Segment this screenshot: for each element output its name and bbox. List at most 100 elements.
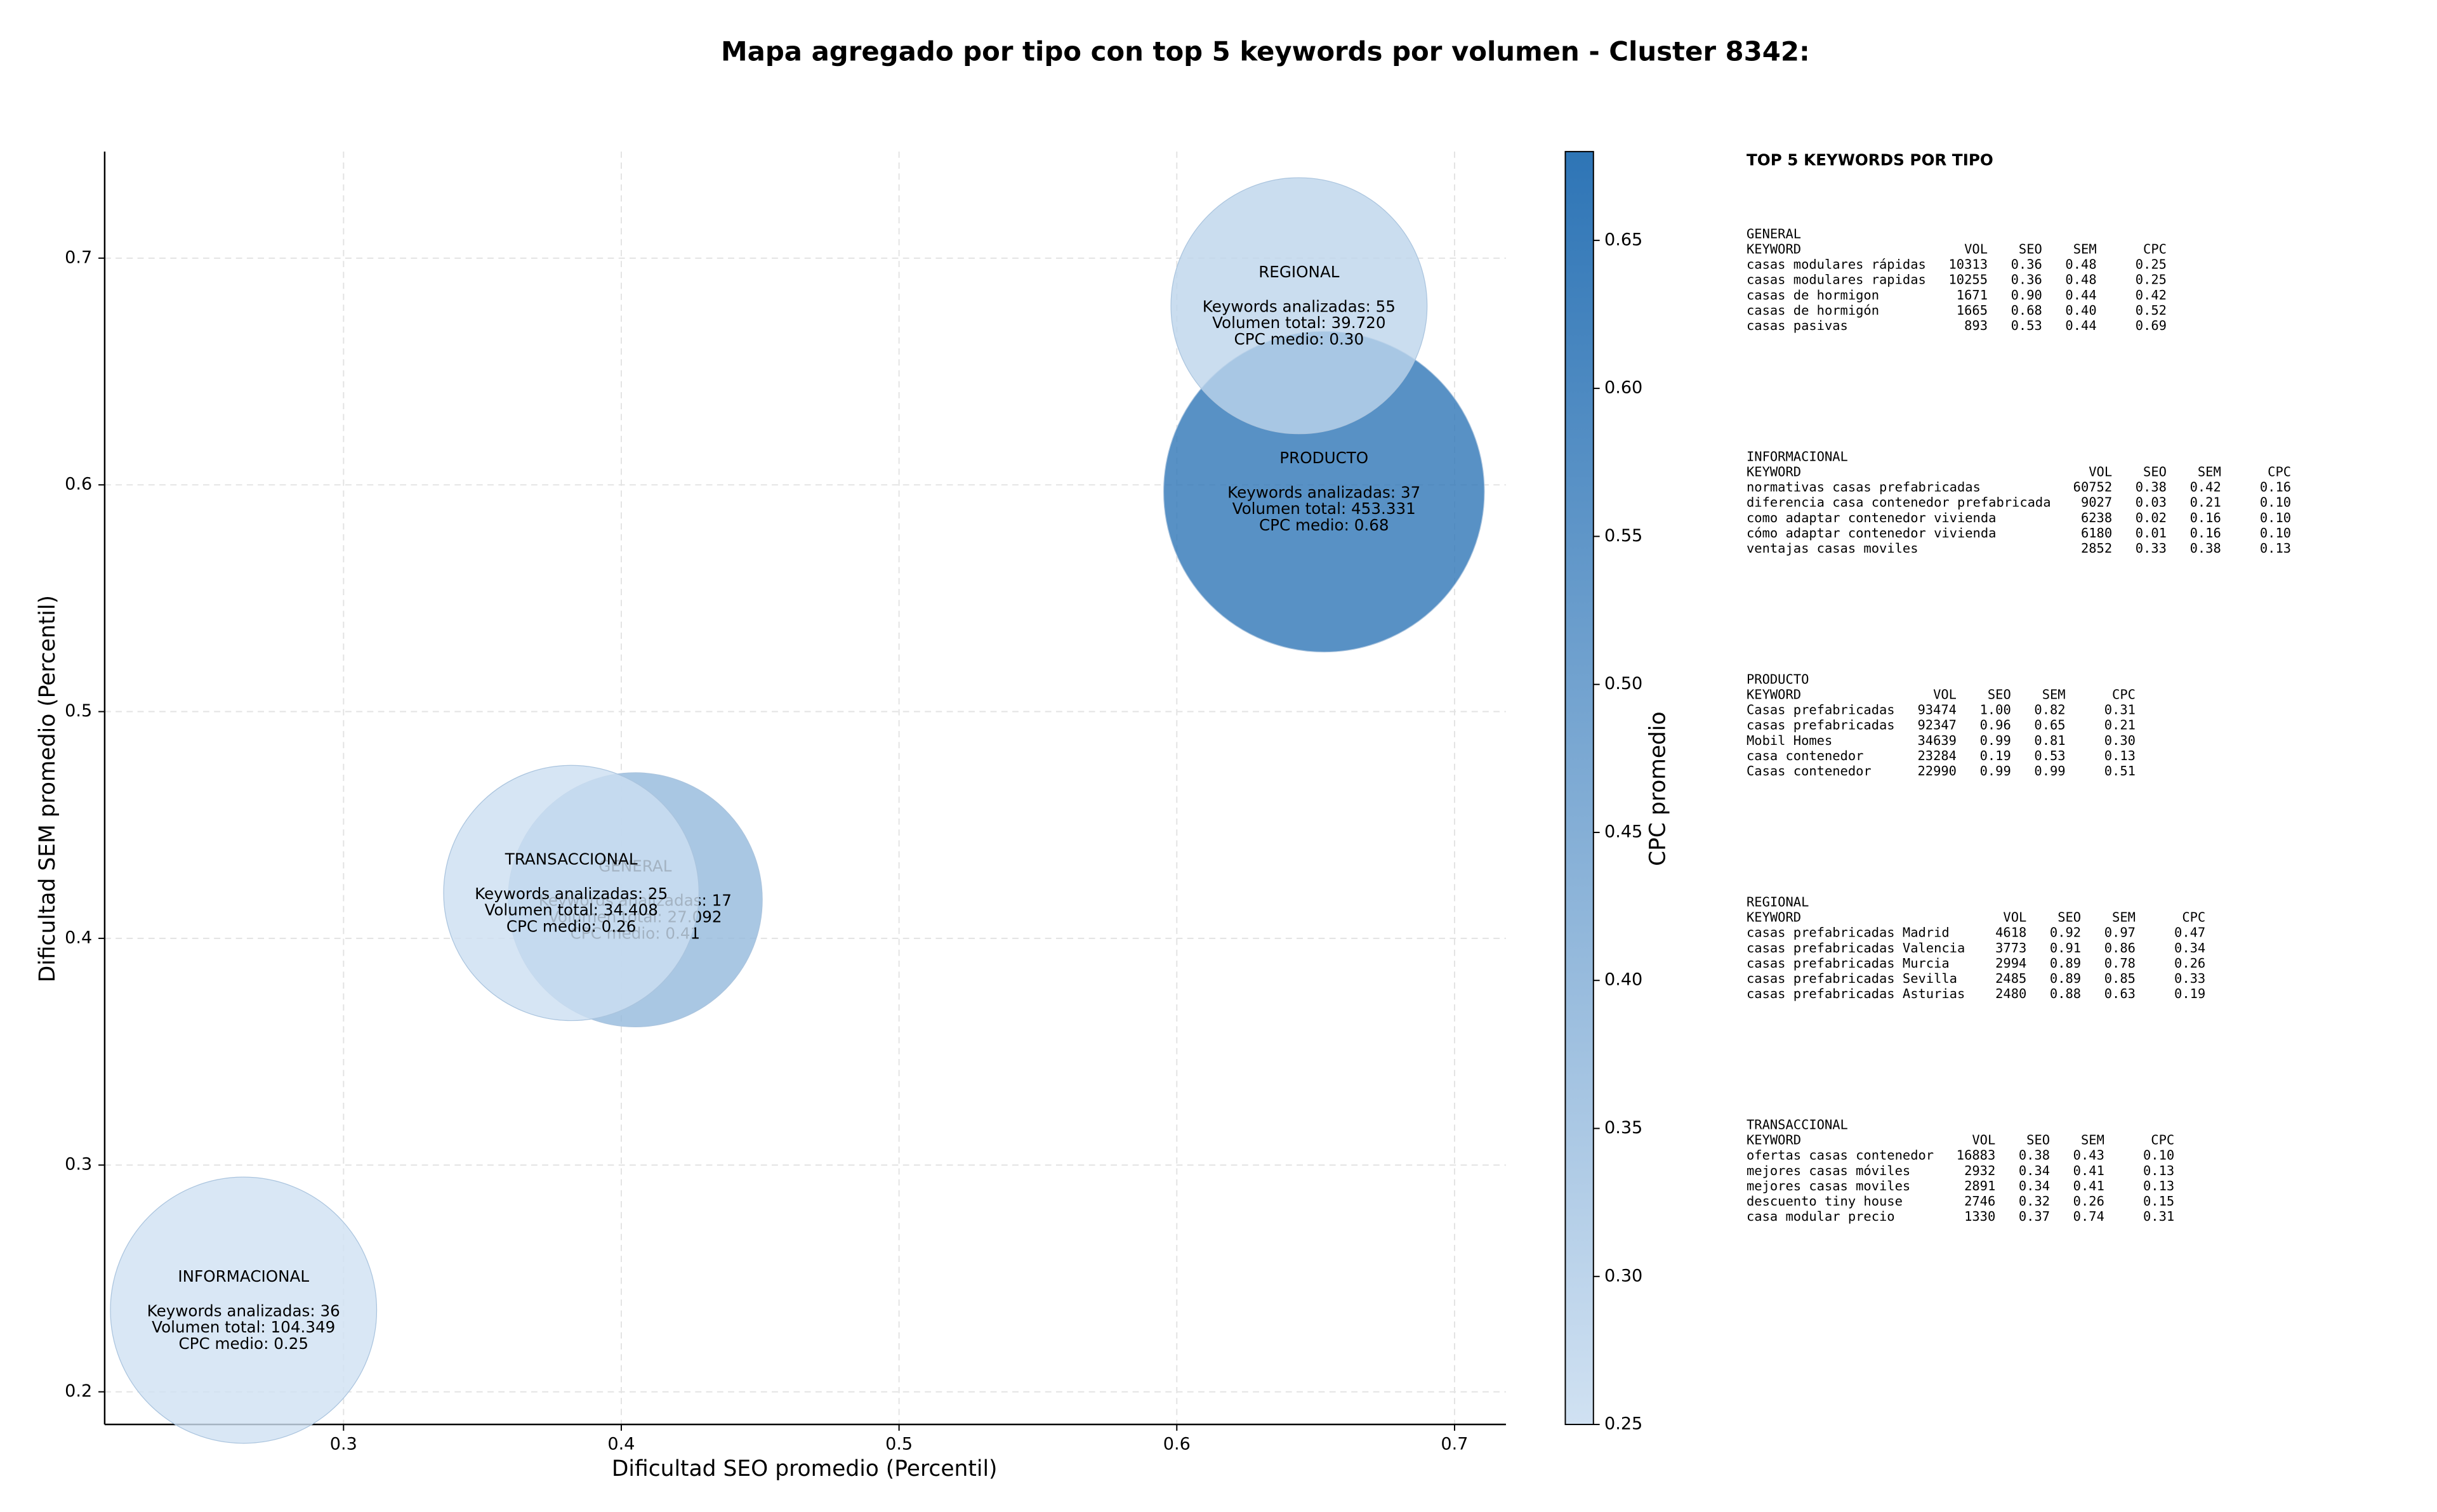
table-cell: 2485 xyxy=(1995,971,2026,986)
bubble-name: INFORMACIONAL xyxy=(178,1267,309,1285)
bubble-label: CPC medio: 0.68 xyxy=(1259,516,1389,534)
table-cell: 34639 xyxy=(1917,733,1956,748)
colorbar-tick-label: 0.55 xyxy=(1604,526,1642,546)
table-cell: 0.41 xyxy=(2073,1163,2104,1178)
table-cell: descuento tiny house xyxy=(1747,1193,1903,1209)
table-cell: 0.51 xyxy=(2104,763,2136,779)
table-cell: casas modulares rapidas xyxy=(1747,272,1926,287)
colorbar-tick-label: 0.30 xyxy=(1604,1266,1642,1285)
colorbar-label: CPC promedio xyxy=(1646,711,1671,865)
table-title: REGIONAL xyxy=(1747,894,1809,909)
bubble-label: Keywords analizadas: 25 xyxy=(475,884,668,903)
table-cell: 2746 xyxy=(1964,1193,1995,1209)
table-cell: 0.48 xyxy=(2065,272,2096,287)
table-cell: 0.16 xyxy=(2190,525,2221,541)
x-tick-label: 0.4 xyxy=(607,1435,635,1454)
table-header: CPC xyxy=(2112,687,2136,702)
table-cell: 0.16 xyxy=(2190,510,2221,525)
table-cell: 10313 xyxy=(1949,257,1988,272)
y-tick-label: 0.4 xyxy=(65,928,92,947)
table-header: SEO xyxy=(1988,687,2011,702)
colorbar xyxy=(1564,150,1594,1426)
table-cell: Mobil Homes xyxy=(1747,733,1832,748)
table-cell: 0.44 xyxy=(2065,287,2096,303)
bubble-label: Volumen total: 453.331 xyxy=(1232,499,1416,518)
table-cell: 0.10 xyxy=(2143,1148,2174,1163)
y-tick-label: 0.6 xyxy=(65,475,92,494)
x-tick-label: 0.7 xyxy=(1441,1435,1468,1454)
table-header: SEM xyxy=(2112,910,2136,925)
bubble xyxy=(1170,177,1428,435)
table-cell: casas de hormigón xyxy=(1747,303,1879,318)
table-cell: 0.53 xyxy=(2011,318,2042,333)
table-cell: casas prefabricadas Asturias xyxy=(1747,986,1965,1001)
table-cell: 2994 xyxy=(1995,956,2026,971)
table-cell: 0.53 xyxy=(2034,748,2065,763)
table-cell: 2891 xyxy=(1964,1178,1995,1193)
table-cell: 0.13 xyxy=(2260,541,2291,556)
table-header: SEO xyxy=(2019,241,2042,256)
bubble-label: Keywords analizadas: 37 xyxy=(1227,483,1420,501)
table-header: VOL xyxy=(1964,241,1988,256)
table-header: VOL xyxy=(2089,464,2112,479)
bubble xyxy=(443,765,699,1022)
bubble-label: Volumen total: 34.408 xyxy=(484,901,657,919)
table-cell: 0.52 xyxy=(2136,303,2167,318)
x-tick-label: 0.6 xyxy=(1163,1435,1191,1454)
table-cell: 0.19 xyxy=(1980,748,2011,763)
table-cell: 0.78 xyxy=(2104,956,2136,971)
bubble-name: PRODUCTO xyxy=(1279,449,1368,467)
table-cell: 0.38 xyxy=(2190,541,2221,556)
table-cell: 0.25 xyxy=(2136,272,2167,287)
table-header: KEYWORD xyxy=(1747,687,1801,702)
table-cell: 2932 xyxy=(1964,1163,1995,1178)
table-cell: casas prefabricadas Madrid xyxy=(1747,925,1950,940)
table-cell: 0.26 xyxy=(2073,1193,2104,1209)
table-header: CPC xyxy=(2143,241,2167,256)
table-header: SEM xyxy=(2042,687,2066,702)
table-cell: 0.31 xyxy=(2104,702,2136,718)
table-cell: 0.10 xyxy=(2260,495,2291,510)
table-cell: 0.42 xyxy=(2190,480,2221,495)
table-cell: casas prefabricadas xyxy=(1747,718,1895,733)
table-cell: mejores casas móviles xyxy=(1747,1163,1910,1178)
table-cell: 0.26 xyxy=(2174,956,2205,971)
table-cell: 0.36 xyxy=(2011,272,2042,287)
table-cell: 0.89 xyxy=(2050,971,2081,986)
table-cell: 0.97 xyxy=(2104,925,2136,940)
table-cell: 0.91 xyxy=(2050,940,2081,956)
table-cell: 0.33 xyxy=(2136,541,2167,556)
table-cell: 1.00 xyxy=(1980,702,2011,718)
table-header: SEO xyxy=(2057,910,2081,925)
table-cell: Casas contenedor xyxy=(1747,763,1872,779)
colorbar-tick-label: 0.25 xyxy=(1604,1414,1642,1434)
table-header: SEO xyxy=(2143,464,2167,479)
table-cell: 0.89 xyxy=(2050,956,2081,971)
table-cell: 0.03 xyxy=(2136,495,2167,510)
table-cell: 0.32 xyxy=(2019,1193,2050,1209)
bubble-label: Volumen total: 104.349 xyxy=(152,1318,335,1336)
table-cell: 0.10 xyxy=(2260,525,2291,541)
table-cell: 0.82 xyxy=(2034,702,2065,718)
table-header: VOL xyxy=(1933,687,1957,702)
bubble-label: Volumen total: 39.720 xyxy=(1212,313,1385,332)
table-cell: casa contenedor xyxy=(1747,748,1863,763)
table-cell: 23284 xyxy=(1917,748,1956,763)
table-cell: 0.43 xyxy=(2073,1148,2104,1163)
table-cell: 0.01 xyxy=(2136,525,2167,541)
table-cell: 0.13 xyxy=(2104,748,2136,763)
table-header: SEM xyxy=(2073,241,2097,256)
table-title: TRANSACCIONAL xyxy=(1747,1117,1848,1132)
bubble-label: CPC medio: 0.26 xyxy=(506,917,637,936)
table-cell: 0.15 xyxy=(2143,1193,2174,1209)
bubble-label: CPC medio: 0.30 xyxy=(1234,330,1364,348)
x-tick-label: 0.5 xyxy=(885,1435,913,1454)
table-cell: 0.38 xyxy=(2136,480,2167,495)
table-cell: 16883 xyxy=(1957,1148,1995,1163)
table-cell: 4618 xyxy=(1995,925,2026,940)
table-header: VOL xyxy=(1972,1133,1995,1148)
table-cell: 9027 xyxy=(2081,495,2112,510)
table-cell: casas prefabricadas Murcia xyxy=(1747,956,1950,971)
table-cell: 0.99 xyxy=(1980,733,2011,748)
table-cell: ofertas casas contenedor xyxy=(1747,1148,1934,1163)
